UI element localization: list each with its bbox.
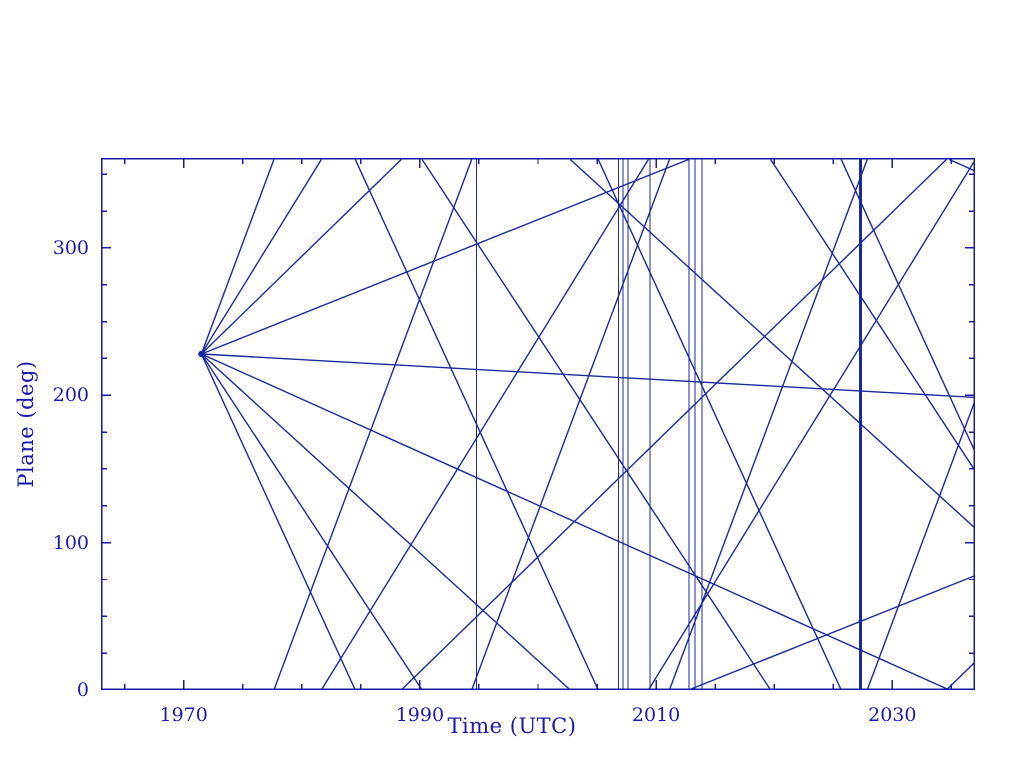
y-tick-label: 300 — [52, 236, 89, 259]
plane-segment — [471, 159, 671, 690]
plane-segment — [770, 159, 975, 471]
plane-segment — [200, 159, 322, 355]
plane-drift-6 — [201, 158, 975, 690]
x-tick-label: 2010 — [631, 704, 681, 726]
plane-segment — [273, 159, 473, 690]
plane-segment — [945, 661, 975, 690]
plane-drift-4 — [201, 158, 975, 690]
plane-segment — [201, 353, 950, 690]
y-tick-label: 100 — [52, 531, 89, 554]
plane-segment — [421, 159, 772, 690]
data-layer — [198, 158, 975, 690]
plane-segment — [647, 159, 975, 690]
y-tick-label: 200 — [52, 384, 89, 407]
x-axis-label: Time (UTC) — [447, 714, 577, 738]
plane-segment — [569, 158, 975, 529]
origin-marker — [198, 350, 205, 358]
axis-frame — [101, 158, 975, 690]
plane-drift-2 — [200, 159, 975, 690]
plane-segment — [866, 400, 975, 690]
plane-drift-9 — [200, 159, 975, 690]
plane-segment — [200, 159, 275, 355]
plane-segment — [201, 353, 975, 399]
plane-segment — [688, 574, 975, 690]
plane-segment — [200, 353, 356, 690]
x-tick-label: 2030 — [868, 704, 917, 726]
y-axis-label: Plane (deg) — [14, 360, 38, 488]
y-tick-label: 0 — [76, 679, 89, 701]
plane-segment — [400, 158, 947, 690]
plane-drift-8 — [200, 159, 975, 690]
plane-segment — [200, 353, 423, 690]
plane-segment — [597, 159, 842, 690]
plot-area — [101, 158, 975, 690]
plane-segment — [668, 159, 868, 690]
plane-segment — [200, 158, 402, 355]
plane-drift-5 — [201, 353, 975, 399]
plot-svg — [101, 158, 975, 690]
plane-segment — [949, 158, 975, 172]
plane-segment — [200, 353, 571, 690]
plane-drift-7 — [200, 158, 975, 690]
plane-segment — [320, 159, 649, 690]
plane-segment — [840, 159, 975, 452]
x-tick-label: 1970 — [159, 704, 208, 726]
plane-segment — [201, 158, 689, 355]
x-tick-label: 1990 — [395, 704, 445, 726]
